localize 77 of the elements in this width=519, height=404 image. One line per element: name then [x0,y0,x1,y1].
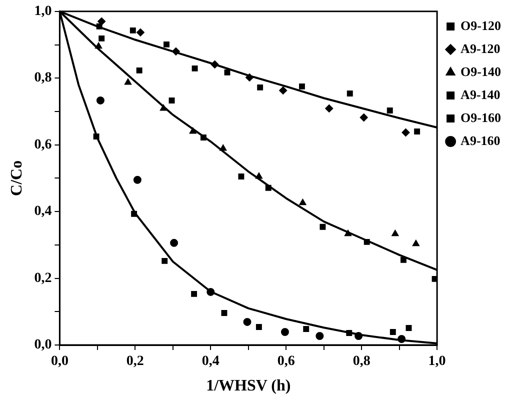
point [280,328,289,336]
legend-label: O9-140 [460,64,502,79]
point [398,334,406,343]
point [220,144,227,151]
x-axis-title: 1/WHSV (h) [206,378,291,395]
point [316,332,324,340]
x-tick-label: 0,6 [277,354,295,370]
x-tick-label: 0,0 [50,354,68,370]
point [131,210,138,217]
point [256,324,262,330]
point [164,41,170,48]
point [386,108,393,114]
point [210,60,219,68]
point [412,240,420,246]
point [162,258,168,264]
point [346,90,353,96]
point [136,28,144,36]
point [320,224,326,230]
x-tick-label: 0,8 [352,354,370,370]
point [414,128,420,134]
point [200,134,206,140]
point [246,73,254,82]
point [238,174,244,180]
point [298,83,305,90]
point [98,35,105,42]
point [136,67,142,74]
point [392,230,399,236]
point [224,69,230,76]
point [172,47,180,56]
y-axis-title: C/Co [8,160,26,196]
point [96,96,104,104]
point [98,17,106,26]
point [93,134,100,140]
point [360,113,368,122]
point [170,238,178,247]
point [160,104,168,111]
x-tick-label: 1,0 [428,354,446,370]
y-tick-label: 0,0 [34,338,52,353]
point [191,290,198,297]
point [303,326,310,332]
point [133,176,142,184]
y-tick-label: 1,0 [34,4,52,20]
legend-label: O9-160 [460,110,502,125]
point [354,332,363,340]
y-tick-label: 0,2 [34,270,52,286]
point [206,288,215,296]
y-tick-label: 0,4 [34,204,52,220]
point [124,78,132,85]
point [243,318,252,326]
point [299,198,306,206]
point [390,329,396,335]
x-tick-label: 0,2 [126,354,144,370]
point [189,127,196,134]
point [95,42,102,49]
point [168,97,175,104]
legend-label: A9-140 [460,86,500,102]
point [221,310,228,316]
point [344,230,352,236]
point [402,128,410,136]
point [279,86,288,94]
legend-label: O9-120 [460,18,502,33]
point [255,172,262,179]
y-tick-label: 0,8 [34,70,52,86]
point [406,325,412,331]
point [364,238,370,245]
point [192,65,198,72]
point [257,84,264,90]
point [346,330,352,336]
point [130,27,136,34]
point [265,184,272,191]
y-tick-label: 0,6 [34,137,52,152]
point [96,23,102,30]
x-tick-label: 0,4 [202,354,220,370]
legend-label: A9-120 [460,40,500,56]
point [325,104,334,112]
legend-label: A9-160 [460,132,500,148]
point [400,256,406,263]
